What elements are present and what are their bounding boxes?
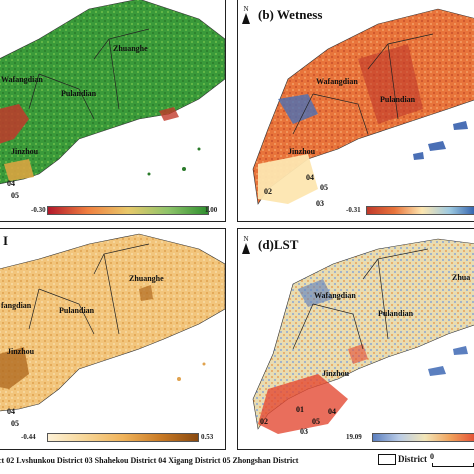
label-zhuanghe: Zhuanghe bbox=[129, 274, 164, 283]
district-number: 01 bbox=[296, 405, 304, 414]
district-number: 04 bbox=[7, 407, 15, 416]
colorbar-min: -0.30 bbox=[31, 206, 46, 214]
map-c-canvas bbox=[0, 233, 225, 412]
district-list: ct 02 Lvshunkou District 03 Shahekou Dis… bbox=[0, 456, 299, 465]
district-number: 04 bbox=[7, 179, 15, 188]
label-zhuanghe: Zhuanghe bbox=[113, 44, 148, 53]
map-panel-a: Zhuanghe Wafangdian Pulandian Jinzhou 04… bbox=[0, 0, 226, 222]
cool-area bbox=[298, 279, 333, 307]
map-panel-b: (b) Wetness N Wafangdian Pulandian Jinzh… bbox=[237, 0, 474, 222]
label-wafangdian: Wafangdian bbox=[1, 75, 43, 84]
coastal-low-values-3 bbox=[4, 159, 34, 181]
dark-urban-area-2 bbox=[139, 285, 153, 301]
district-legend-label: District bbox=[398, 454, 427, 464]
colorbar-min: -0.31 bbox=[346, 206, 361, 214]
district-number: 05 bbox=[11, 419, 19, 428]
district-number: 05 bbox=[11, 191, 19, 200]
district-number: 03 bbox=[316, 199, 324, 208]
colorbar-a bbox=[47, 206, 209, 215]
scale-bar-start: 0 bbox=[430, 452, 434, 461]
label-jinzhou: Jinzhou bbox=[322, 369, 350, 378]
district-number: 03 bbox=[300, 427, 308, 436]
scale-bar bbox=[432, 463, 474, 467]
north-arrow: N bbox=[242, 5, 250, 24]
district-number: 02 bbox=[260, 417, 268, 426]
label-zhuanghe: Zhua bbox=[452, 273, 471, 282]
north-label: N bbox=[243, 5, 249, 13]
label-pulandian: Pulandian bbox=[378, 309, 414, 318]
district-number: 04 bbox=[306, 173, 314, 182]
district-number: 05 bbox=[320, 183, 328, 192]
colorbar-c bbox=[47, 433, 199, 442]
map-b-canvas bbox=[252, 8, 474, 205]
panel-d-title: (d)LST bbox=[258, 237, 299, 252]
coastal-low-values bbox=[0, 104, 29, 144]
northwest-blue-area bbox=[278, 94, 318, 124]
label-jinzhou: Jinzhou bbox=[7, 347, 35, 356]
district-boundary bbox=[28, 243, 150, 335]
center-red-area bbox=[358, 44, 423, 124]
district-boundary bbox=[292, 248, 429, 350]
district-boundary bbox=[292, 33, 434, 135]
island bbox=[428, 366, 446, 376]
map-d-canvas bbox=[252, 238, 474, 434]
label-wafangdian: fangdian bbox=[1, 301, 32, 310]
island bbox=[453, 346, 468, 355]
colorbar-max: 1.00 bbox=[205, 206, 218, 214]
colorbar-d bbox=[372, 433, 474, 442]
colorbar-max: 0.53 bbox=[201, 433, 214, 441]
north-label: N bbox=[243, 235, 249, 243]
district-boundary bbox=[28, 28, 150, 120]
label-pulandian: Pulandian bbox=[59, 306, 95, 315]
colorbar-min: 19.09 bbox=[346, 433, 362, 441]
label-pulandian: Pulandian bbox=[61, 89, 97, 98]
district-number: 04 bbox=[328, 407, 336, 416]
island bbox=[428, 141, 446, 151]
label-wafangdian: Wafangdian bbox=[314, 291, 356, 300]
hot-urban-area bbox=[258, 374, 348, 434]
north-arrow: N bbox=[242, 235, 250, 254]
map-panel-d: (d)LST N Zhua Wafangdian Pulandian Jinzh… bbox=[237, 228, 474, 450]
figure-legend: ct 02 Lvshunkou District 03 Shahekou Dis… bbox=[0, 450, 474, 474]
panel-c-title: I bbox=[3, 233, 9, 248]
label-jinzhou: Jinzhou bbox=[11, 147, 39, 156]
panel-b-title: (b) Wetness bbox=[258, 7, 323, 22]
island bbox=[453, 121, 468, 130]
map-panel-c: I Zhuanghe fangdian Pulandian Jinzhou 04… bbox=[0, 228, 226, 450]
land-area bbox=[0, 233, 225, 412]
dark-urban-area bbox=[0, 347, 29, 389]
label-jinzhou: Jinzhou bbox=[288, 147, 316, 156]
district-legend-swatch bbox=[378, 454, 396, 465]
district-number: 05 bbox=[312, 417, 320, 426]
coastal-low-values-2 bbox=[159, 107, 179, 121]
label-pulandian: Pulandian bbox=[380, 95, 416, 104]
island bbox=[413, 152, 424, 160]
southwest-yellow-area bbox=[258, 154, 318, 204]
colorbar-b bbox=[366, 206, 474, 215]
label-wafangdian: Wafangdian bbox=[316, 77, 358, 86]
colorbar-min: -0.44 bbox=[21, 433, 36, 441]
map-a-canvas bbox=[0, 0, 225, 185]
district-number: 02 bbox=[264, 187, 272, 196]
